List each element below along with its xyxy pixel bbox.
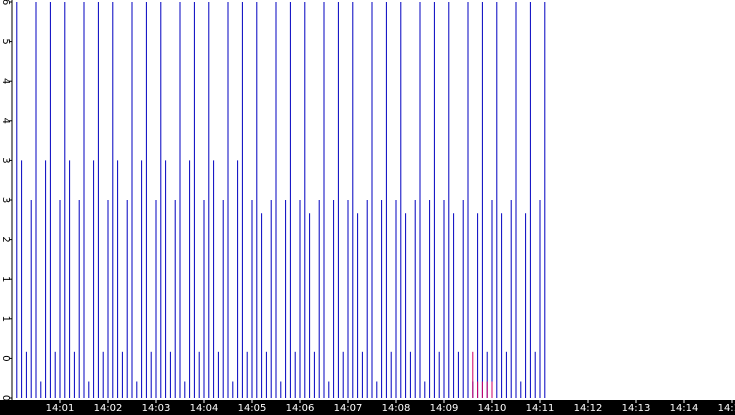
x-tick-label: 14:09 bbox=[430, 403, 459, 414]
x-tick-label: 14:15 bbox=[718, 403, 735, 414]
x-tick-label: 14:11 bbox=[526, 403, 555, 414]
y-tick-label: 3 bbox=[0, 157, 11, 163]
y-tick-label: 1 bbox=[0, 276, 11, 282]
x-tick-label: 14:01 bbox=[46, 403, 75, 414]
x-tick-label: 14:02 bbox=[94, 403, 123, 414]
x-tick-label: 14:10 bbox=[478, 403, 507, 414]
y-tick-label: 4 bbox=[0, 78, 11, 84]
y-tick-label: 2 bbox=[0, 236, 11, 242]
y-tick-label: 4 bbox=[0, 118, 11, 124]
y-tick-label: 3 bbox=[0, 197, 11, 203]
x-tick-label: 14:07 bbox=[334, 403, 363, 414]
y-tick-label: 0 bbox=[0, 395, 11, 401]
x-tick-label: 14:08 bbox=[382, 403, 411, 414]
x-tick-label: 14:12 bbox=[574, 403, 603, 414]
x-tick-label: 14:04 bbox=[190, 403, 219, 414]
x-tick-label: 14:14 bbox=[670, 403, 699, 414]
x-axis-band bbox=[0, 400, 735, 415]
x-tick-label: 14:05 bbox=[238, 403, 267, 414]
y-tick-label: 0 bbox=[0, 355, 11, 361]
x-tick-label: 14:13 bbox=[622, 403, 651, 414]
y-tick-label: 5 bbox=[0, 38, 11, 44]
y-tick-label: 1 bbox=[0, 316, 11, 322]
y-tick-label: 6 bbox=[0, 0, 11, 5]
x-tick-label: 14:03 bbox=[142, 403, 171, 414]
x-tick-label: 14:06 bbox=[286, 403, 315, 414]
